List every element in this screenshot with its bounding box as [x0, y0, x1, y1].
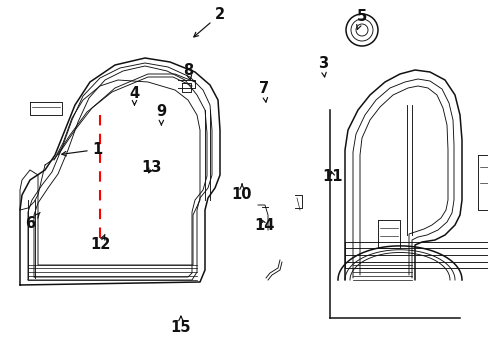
Text: 12: 12 — [90, 234, 110, 252]
Text: 11: 11 — [322, 169, 342, 184]
Text: 7: 7 — [259, 81, 268, 102]
Text: 4: 4 — [129, 86, 139, 105]
Text: 2: 2 — [193, 7, 224, 37]
Text: 5: 5 — [356, 9, 366, 30]
Text: 8: 8 — [183, 63, 193, 81]
Text: 6: 6 — [25, 212, 40, 231]
Text: 3: 3 — [317, 55, 327, 77]
Text: 14: 14 — [253, 217, 274, 233]
Text: 13: 13 — [141, 160, 162, 175]
Text: 9: 9 — [156, 104, 166, 125]
Text: 10: 10 — [231, 184, 252, 202]
Text: 15: 15 — [170, 316, 191, 335]
Text: 1: 1 — [61, 142, 102, 157]
